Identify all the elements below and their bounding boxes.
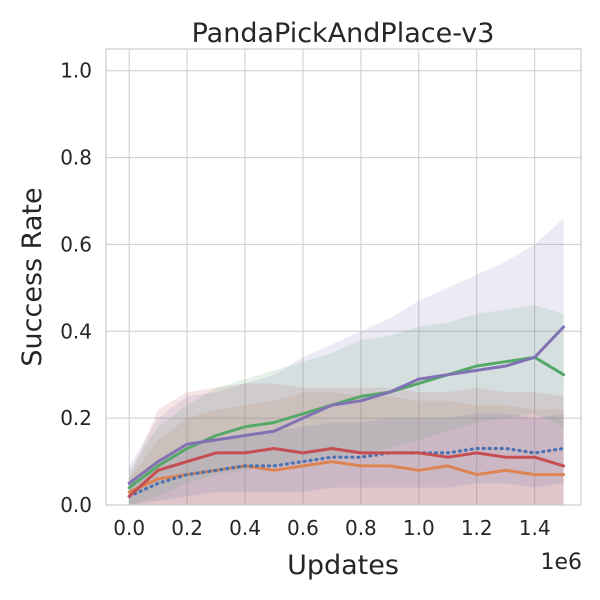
x-tick-label: 0.4 (229, 516, 261, 540)
plot-frame (105, 48, 582, 506)
y-tick-label: 0.2 (60, 406, 92, 430)
x-offset-label: 1e6 (540, 550, 582, 575)
y-tick-label: 0.8 (60, 146, 92, 170)
chart-title: PandaPickAndPlace-v3 (192, 18, 495, 49)
series-4-band (129, 305, 564, 505)
y-tick-labels: 0.0 0.2 0.4 0.6 0.8 1.0 (60, 59, 92, 517)
x-tick-label: 0.8 (345, 516, 377, 540)
y-tick-label: 0.4 (60, 319, 92, 343)
x-tick-label: 1.2 (461, 516, 493, 540)
x-tick-label: 0.0 (113, 516, 145, 540)
series-lines (127, 325, 566, 498)
y-axis-label: Success Rate (17, 187, 48, 366)
x-tick-label: 1.0 (403, 516, 435, 540)
series-2-line (127, 446, 566, 498)
series-5-band (129, 218, 564, 505)
x-tick-labels: 0.0 0.2 0.4 0.6 0.8 1.0 1.2 1.4 (113, 516, 550, 540)
x-axis-label: Updates (287, 550, 399, 581)
x-tick-label: 1.4 (519, 516, 551, 540)
series-1-band (129, 392, 564, 505)
series-3-line (127, 447, 566, 498)
y-tick-label: 0.6 (60, 232, 92, 256)
x-tick-label: 0.6 (287, 516, 319, 540)
y-tick-label: 1.0 (60, 59, 92, 83)
series-3-band (129, 383, 564, 505)
grid-lines (106, 49, 581, 506)
series-5-line (127, 325, 566, 485)
y-tick-label: 0.0 (60, 493, 92, 517)
x-tick-label: 0.2 (171, 516, 203, 540)
